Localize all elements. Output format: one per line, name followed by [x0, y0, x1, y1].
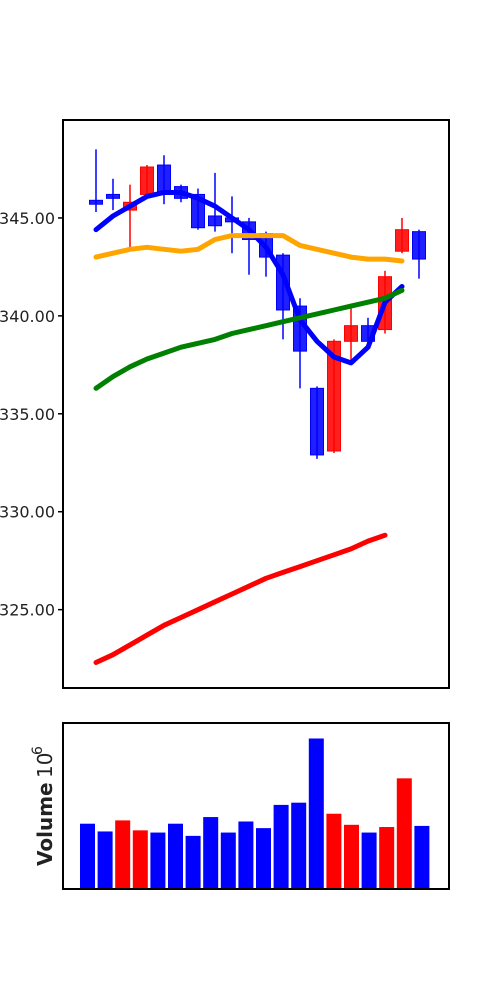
price-y-tick-label: 325.00 — [0, 601, 55, 620]
candle-body — [395, 229, 409, 252]
candle — [344, 308, 358, 365]
candle-body — [310, 387, 324, 456]
volume-bar — [203, 817, 219, 889]
volume-bar — [396, 778, 412, 889]
volume-bar — [238, 821, 254, 889]
price-y-tick-label: 335.00 — [0, 405, 55, 424]
price-y-tick-label: 345.00 — [0, 209, 55, 228]
candle — [106, 178, 120, 211]
candle — [208, 172, 222, 232]
volume-bar — [132, 830, 148, 889]
candle — [395, 217, 409, 254]
volume-panel: Volume 106 — [30, 722, 450, 890]
candle — [412, 229, 426, 279]
volume-bar — [291, 802, 307, 889]
candle-body — [208, 215, 222, 227]
volume-bar — [80, 823, 95, 889]
price-y-tick-label: 340.00 — [0, 307, 55, 326]
candle-body — [140, 166, 154, 195]
candle — [157, 155, 171, 205]
series-line-3 — [93, 532, 388, 665]
candle-body — [344, 325, 358, 342]
volume-axis-label: Volume — [33, 782, 57, 866]
series-line-2 — [93, 287, 405, 391]
candle-body — [106, 193, 120, 199]
volume-bar — [344, 824, 359, 889]
volume-bar — [150, 832, 166, 889]
volume-plot-frame — [62, 722, 450, 890]
volume-axis-base: 10 — [33, 753, 57, 778]
volume-bar — [97, 831, 113, 889]
candle — [191, 188, 205, 230]
volume-axis-title: Volume 106 — [30, 746, 57, 866]
volume-bar — [256, 828, 271, 889]
volume-bar — [308, 738, 324, 889]
volume-bar — [115, 820, 131, 889]
price-y-tick-label: 330.00 — [0, 503, 55, 522]
volume-axis-exponent: 6 — [30, 746, 46, 755]
candle-body — [89, 199, 103, 205]
volume-bar — [361, 832, 377, 889]
candle-body — [157, 164, 171, 193]
series-line-1 — [93, 233, 405, 264]
volume-bar — [273, 804, 289, 889]
candle — [310, 386, 324, 459]
candle-body — [327, 340, 341, 452]
price-panel: 325.00 330.00 335.00 340.00 345.00 — [0, 119, 450, 689]
volume-bar — [168, 823, 183, 889]
candle — [89, 149, 103, 213]
candle-body — [412, 231, 426, 260]
series-line-0 — [93, 190, 405, 366]
candle-body — [191, 193, 205, 229]
price-plot-frame — [62, 119, 450, 689]
volume-bar — [185, 835, 201, 889]
volume-bar — [326, 813, 342, 889]
volume-bar — [414, 825, 430, 889]
price-plot-area — [63, 120, 449, 688]
volume-bar — [220, 832, 236, 889]
candle — [140, 165, 154, 197]
volume-bar — [379, 827, 395, 889]
